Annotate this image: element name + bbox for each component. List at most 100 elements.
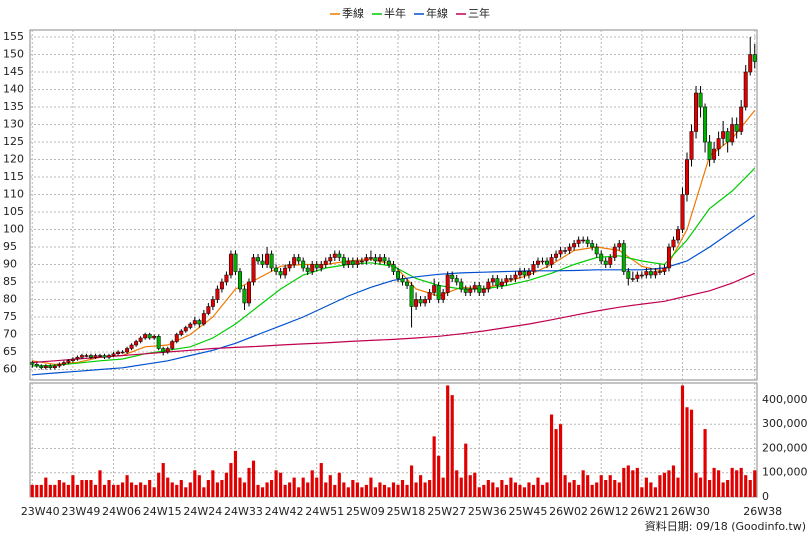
- volume-bar: [111, 484, 116, 497]
- volume-bar: [558, 424, 563, 497]
- volume-tick-label: 300,000: [762, 417, 808, 430]
- candle-body: [215, 288, 220, 300]
- candle-body: [666, 246, 671, 269]
- y-tick-label: 140: [3, 83, 24, 96]
- volume-bar: [540, 484, 545, 497]
- volume-bar: [288, 482, 292, 497]
- candle-body: [116, 351, 121, 354]
- volume-bar: [342, 482, 346, 497]
- volume-bar: [193, 470, 197, 497]
- candle-body: [43, 365, 48, 368]
- volume-bar: [44, 477, 48, 497]
- candle-body: [427, 292, 432, 300]
- candle-body: [734, 124, 739, 132]
- volume-bar: [423, 482, 427, 497]
- candle-body: [206, 306, 211, 314]
- y-tick-label: 115: [3, 170, 24, 183]
- candle-body: [125, 348, 130, 353]
- volume-bar: [270, 480, 274, 497]
- candle-body: [490, 278, 495, 283]
- candle-body: [138, 337, 143, 342]
- candle-body: [84, 355, 89, 357]
- volume-bar: [328, 475, 332, 497]
- volume-bar: [676, 477, 680, 497]
- candle-body: [531, 264, 536, 272]
- candle-body: [730, 124, 735, 143]
- volume-bar: [143, 484, 147, 497]
- candle-body: [296, 257, 301, 262]
- x-tick-label: 25W09: [346, 505, 385, 518]
- candle-body: [147, 334, 152, 339]
- candle-body: [328, 257, 333, 262]
- x-tick-label: 24W24: [183, 505, 222, 518]
- volume-bar: [590, 484, 594, 497]
- candle-body: [274, 267, 279, 272]
- candle-body: [648, 271, 653, 276]
- volume-bar: [717, 470, 721, 497]
- volume-bar: [166, 477, 170, 497]
- volume-bar: [184, 487, 188, 497]
- volume-bar: [179, 480, 183, 497]
- y-tick-label: 145: [3, 65, 24, 78]
- candle-body: [414, 299, 419, 307]
- candle-body: [355, 260, 360, 265]
- candle-body: [192, 320, 197, 325]
- volume-bar: [522, 487, 527, 497]
- candle-body: [477, 285, 482, 293]
- candle-body: [621, 243, 626, 272]
- volume-bar: [405, 484, 409, 497]
- x-tick-label: 23W40: [21, 505, 60, 518]
- volume-bar: [419, 475, 423, 497]
- y-tick-label: 130: [3, 118, 24, 131]
- candle-body: [716, 138, 721, 150]
- candle-body: [346, 260, 351, 265]
- volume-bar: [626, 465, 630, 497]
- volume-bar: [653, 487, 657, 497]
- volume-bar: [491, 482, 495, 497]
- volume-bar: [640, 487, 644, 497]
- y-tick-label: 85: [3, 275, 17, 288]
- candle-body: [256, 257, 261, 262]
- volume-bar: [599, 475, 603, 497]
- volume-bar: [644, 477, 648, 497]
- candle-body: [707, 141, 712, 160]
- volume-bar: [238, 477, 242, 497]
- candle-body: [314, 264, 319, 269]
- candle-body: [594, 246, 599, 255]
- volume-bar: [120, 482, 125, 497]
- legend-label: 季線: [342, 6, 364, 20]
- volume-bar: [662, 472, 667, 497]
- x-tick-label: 24W33: [224, 505, 263, 518]
- candle-body: [635, 274, 640, 279]
- volume-bar: [351, 480, 355, 497]
- candle-body: [61, 362, 66, 365]
- candle-body: [680, 194, 685, 230]
- candle-body: [405, 281, 410, 286]
- volume-bar: [125, 475, 129, 497]
- candle-body: [743, 71, 748, 108]
- candle-body: [247, 281, 251, 304]
- volume-bar: [387, 487, 391, 497]
- candle-body: [341, 257, 346, 265]
- candle-body: [585, 239, 590, 244]
- candle-body: [368, 257, 373, 259]
- volume-bar: [382, 484, 387, 497]
- candle-body: [75, 357, 80, 360]
- candle-body: [689, 131, 694, 160]
- volume-bar: [409, 465, 414, 497]
- candle-body: [418, 299, 423, 304]
- volume-bar: [274, 470, 278, 497]
- candle-body: [495, 278, 500, 286]
- volume-bar: [622, 467, 626, 497]
- candle-body: [671, 239, 676, 248]
- volume-bar: [157, 472, 161, 497]
- candle-body: [156, 336, 161, 349]
- volume-bar: [428, 480, 432, 497]
- volume-bar: [545, 482, 549, 497]
- volume-bar: [735, 470, 739, 497]
- x-tick-label: 26W30: [671, 505, 710, 518]
- volume-bar: [649, 482, 653, 497]
- y-tick-label: 150: [3, 48, 24, 61]
- volume-bar: [292, 477, 296, 497]
- volume-bar: [748, 480, 752, 497]
